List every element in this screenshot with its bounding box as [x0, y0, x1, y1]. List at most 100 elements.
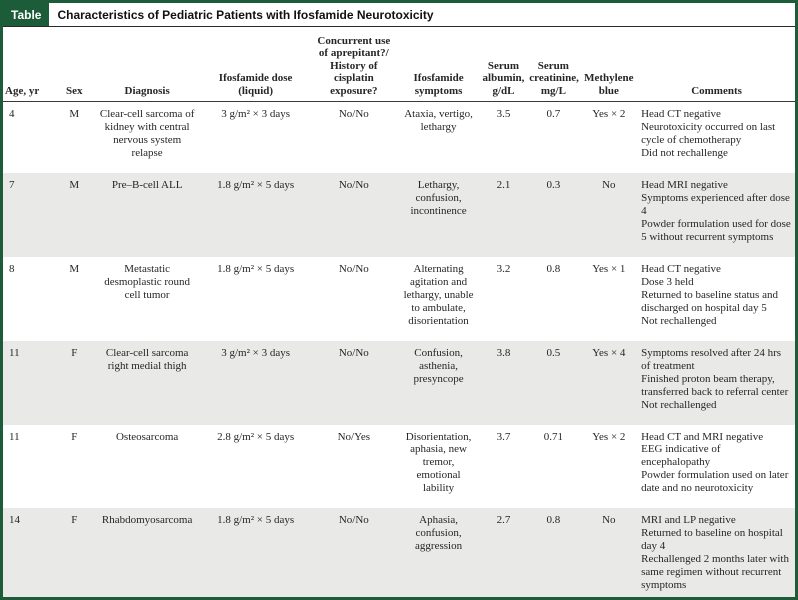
- comment-line: Not rechallenged: [641, 314, 717, 327]
- cell-concurrent: No/No: [338, 108, 369, 121]
- cell-sex: F: [71, 430, 78, 443]
- cell-methylene: No: [579, 508, 639, 597]
- table-row: 14 F Rhabdomyosarcoma 1.8 g/m² × 5 days No/N…: [3, 508, 795, 597]
- patients-table: Age, yr Sex Diagnosis Ifosfamide dose (liqu…: [3, 27, 795, 597]
- comment-line: Finished proton beam therapy, transferre…: [641, 372, 789, 398]
- cell-diagnosis: Osteosarcoma: [115, 430, 179, 443]
- table-row: 4 M Clear-cell sarcoma of kidney with cent…: [3, 102, 795, 173]
- comment-line: Symptoms resolved after 24 hrs of treatm…: [641, 346, 782, 372]
- cell-albumin: 3.2: [496, 262, 511, 275]
- cell-diagnosis: Pre–B-cell ALL: [111, 178, 183, 191]
- table-label-chip: Table: [3, 3, 50, 26]
- cell-comments: MRI and LP negative Returned to baseline …: [638, 508, 795, 597]
- cell-concurrent: No/No: [310, 508, 398, 597]
- comment-line: Did not rechallenge: [641, 147, 728, 160]
- cell-methylene: No: [602, 178, 616, 191]
- cell-age: 8: [9, 262, 15, 275]
- table-row: 7 M Pre–B-cell ALL 1.8 g/m² × 5 days No/No Le…: [3, 172, 795, 257]
- cell-comments: Head CT negative Dose 3 held Returned to b…: [638, 257, 795, 341]
- cell-creatinine: 0.8: [546, 262, 561, 275]
- table-row: 11 F Clear-cell sarcoma right medial thigh…: [3, 340, 795, 425]
- cell-comments: Head CT and MRI negative EEG indicative o…: [638, 425, 795, 509]
- comment-line: Returned to baseline on hospital day 4: [641, 527, 783, 553]
- cell-concurrent: No/No: [338, 178, 369, 191]
- column-header-creatinine: Serum creatinine, mg/L: [527, 27, 580, 103]
- cell-albumin: 3.7: [496, 430, 511, 443]
- comment-line: Powder formulation used on later date an…: [641, 469, 789, 495]
- cell-concurrent: No/No: [338, 262, 369, 275]
- cell-methylene: Yes × 1: [592, 262, 626, 275]
- cell-diagnosis: Clear-cell sarcoma right medial thigh: [105, 346, 189, 372]
- cell-comments: Head MRI negative Symptoms experienced af…: [638, 173, 795, 257]
- column-header-methylene: Methylene blue: [579, 27, 639, 103]
- cell-dose: 1.8 g/m² × 5 days: [217, 178, 295, 191]
- cell-age: 7: [9, 178, 15, 191]
- header-row: Age, yr Sex Diagnosis Ifosfamide dose (liqu…: [3, 27, 795, 103]
- column-header-symptoms: Ifosfamide symptoms: [397, 27, 480, 103]
- cell-concurrent: No/No: [338, 346, 369, 359]
- cell-symptoms: Lethargy, confusion, incontinence: [410, 178, 467, 217]
- cell-age: 11: [9, 430, 20, 443]
- cell-symptoms: Confusion, asthenia, presyncope: [413, 346, 464, 385]
- comment-line: EEG indicative of encephalopathy: [641, 443, 721, 469]
- cell-dose: 2.8 g/m² × 5 days: [217, 430, 295, 443]
- cell-creatinine: 0.5: [546, 346, 561, 359]
- column-header-dose: Ifosfamide dose (liquid): [200, 27, 311, 103]
- cell-dose: 3 g/m² × 3 days: [221, 346, 291, 359]
- comment-line: Returned to baseline status and discharg…: [641, 288, 778, 314]
- cell-methylene: Yes × 2: [592, 108, 626, 121]
- column-header-albumin: Serum albumin, g/dL: [479, 27, 528, 103]
- table-row: 11 F Osteosarcoma 2.8 g/m² × 5 days No/Yes Di…: [3, 425, 795, 509]
- comment-line: Head CT negative: [641, 262, 721, 275]
- table-header: Age, yr Sex Diagnosis Ifosfamide dose (liqu…: [3, 27, 795, 103]
- cell-albumin: 2.7: [479, 508, 528, 597]
- cell-sex: M: [69, 108, 80, 121]
- cell-methylene: Yes × 4: [592, 346, 626, 359]
- cell-symptoms: Alternating agitation and lethargy, unab…: [403, 262, 474, 327]
- cell-creatinine: 0.7: [546, 108, 561, 121]
- comment-line: Head CT and MRI negative: [641, 430, 764, 443]
- cell-comments: Head CT negative Neurotoxicity occurred o…: [638, 102, 795, 173]
- cell-symptoms: Ataxia, vertigo, lethargy: [404, 108, 473, 134]
- comment-line: Not rechallenged: [641, 398, 717, 411]
- cell-age: 14: [3, 508, 56, 597]
- cell-concurrent: No/Yes: [337, 430, 371, 443]
- cell-methylene: Yes × 2: [592, 430, 626, 443]
- comment-line: MRI and LP negative: [641, 514, 736, 527]
- comment-line: Symptoms experienced after dose 4: [641, 191, 790, 217]
- cell-comments: Symptoms resolved after 24 hrs of treatm…: [638, 341, 795, 425]
- cell-diagnosis: Rhabdomyosarcoma: [93, 508, 201, 597]
- comment-line: Rechallenged 2 months later with same re…: [641, 553, 789, 592]
- comment-line: Powder formulation used for dose 5 witho…: [641, 217, 791, 243]
- cell-creatinine: 0.8: [527, 508, 580, 597]
- cell-diagnosis: Metastatic desmoplastic round cell tumor: [104, 262, 191, 301]
- cell-creatinine: 0.71: [543, 430, 563, 443]
- column-header-sex: Sex: [55, 27, 94, 103]
- cell-sex: F: [55, 508, 94, 597]
- column-header-comments: Comments: [638, 27, 795, 103]
- comment-line: Head MRI negative: [641, 178, 728, 191]
- cell-symptoms: Aphasia, confusion, aggression: [397, 508, 480, 597]
- cell-dose: 1.8 g/m² × 5 days: [217, 262, 295, 275]
- cell-albumin: 2.1: [496, 178, 511, 191]
- table-title: Characteristics of Pediatric Patients wi…: [57, 8, 434, 22]
- cell-age: 11: [9, 346, 20, 359]
- cell-diagnosis: Clear-cell sarcoma of kidney with centra…: [99, 108, 195, 160]
- cell-dose: 3 g/m² × 3 days: [221, 108, 291, 121]
- comment-line: Dose 3 held: [641, 275, 694, 288]
- column-header-age: Age, yr: [3, 27, 56, 103]
- column-header-concurrent: Concurrent use of aprepitant?/ History o…: [310, 27, 398, 103]
- column-header-diagnosis: Diagnosis: [93, 27, 201, 103]
- cell-creatinine: 0.3: [546, 178, 561, 191]
- cell-albumin: 3.8: [496, 346, 511, 359]
- comment-line: Neurotoxicity occurred on last cycle of …: [641, 121, 776, 147]
- comment-line: Head CT negative: [641, 108, 721, 121]
- cell-sex: F: [71, 346, 78, 359]
- cell-albumin: 3.5: [496, 108, 511, 121]
- cell-dose: 1.8 g/m² × 5 days: [200, 508, 311, 597]
- cell-symptoms: Disorientation, aphasia, new tremor, emo…: [405, 430, 472, 495]
- table-body: 4 M Clear-cell sarcoma of kidney with cent…: [3, 102, 795, 597]
- cell-sex: M: [69, 262, 80, 275]
- table-titlebar: Table Characteristics of Pediatric Patie…: [3, 3, 795, 27]
